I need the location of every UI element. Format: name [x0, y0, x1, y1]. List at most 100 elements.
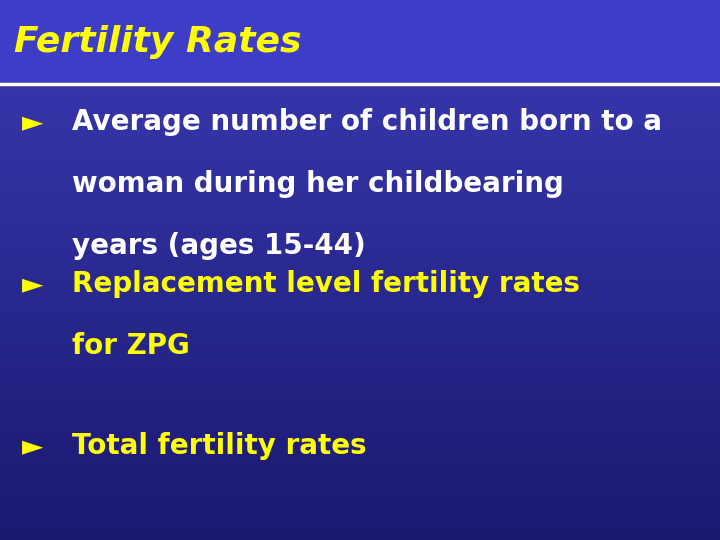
Bar [0, 163, 720, 164]
Bar [0, 436, 720, 438]
Bar [0, 510, 720, 511]
Bar [0, 106, 720, 108]
Bar [0, 485, 720, 487]
Bar [0, 367, 720, 368]
Bar [0, 475, 720, 476]
Bar [0, 208, 720, 210]
Bar [0, 336, 720, 338]
Bar [0, 421, 720, 423]
Bar [0, 517, 720, 519]
Bar [0, 136, 720, 137]
Bar [0, 365, 720, 367]
Bar [0, 251, 720, 253]
Bar [0, 344, 720, 345]
Bar [0, 342, 720, 344]
Bar [0, 478, 720, 479]
Bar [0, 0, 720, 84]
Bar [0, 294, 720, 295]
Bar [0, 123, 720, 125]
Bar [0, 488, 720, 490]
Bar [0, 373, 720, 374]
Bar [0, 114, 720, 116]
Bar [0, 414, 720, 415]
Bar [0, 526, 720, 528]
Bar [0, 482, 720, 484]
Bar [0, 268, 720, 269]
Bar [0, 536, 720, 537]
Bar [0, 253, 720, 254]
Bar [0, 409, 720, 411]
Bar [0, 249, 720, 251]
Bar [0, 187, 720, 188]
Bar [0, 499, 720, 501]
Bar [0, 529, 720, 531]
Bar [0, 465, 720, 467]
Bar [0, 383, 720, 385]
Bar [0, 111, 720, 113]
Bar [0, 304, 720, 306]
Bar [0, 280, 720, 281]
Bar [0, 335, 720, 336]
Bar [0, 298, 720, 300]
Bar [0, 184, 720, 186]
Bar [0, 146, 720, 147]
Bar [0, 423, 720, 424]
Bar [0, 239, 720, 240]
Text: years (ages 15-44): years (ages 15-44) [72, 232, 366, 260]
Bar [0, 96, 720, 97]
Bar [0, 210, 720, 212]
Bar [0, 523, 720, 525]
Bar [0, 519, 720, 520]
Bar [0, 464, 720, 465]
Bar [0, 281, 720, 283]
Bar [0, 108, 720, 110]
Bar [0, 338, 720, 339]
Bar [0, 512, 720, 514]
Bar [0, 93, 720, 94]
Bar [0, 117, 720, 119]
Bar [0, 275, 720, 277]
Bar [0, 296, 720, 298]
Bar [0, 272, 720, 274]
Bar [0, 151, 720, 152]
Bar [0, 307, 720, 309]
Bar [0, 246, 720, 248]
Bar [0, 309, 720, 310]
Bar [0, 141, 720, 143]
Bar [0, 218, 720, 219]
Bar [0, 279, 720, 280]
Bar [0, 228, 720, 230]
Bar [0, 471, 720, 473]
Bar [0, 301, 720, 303]
Bar [0, 233, 720, 234]
Bar [0, 137, 720, 138]
Bar [0, 461, 720, 462]
Bar [0, 508, 720, 510]
Bar [0, 328, 720, 330]
Bar [0, 286, 720, 287]
Bar [0, 183, 720, 184]
Bar [0, 192, 720, 193]
Bar [0, 173, 720, 175]
Bar [0, 316, 720, 318]
Bar [0, 265, 720, 266]
Bar [0, 216, 720, 218]
Bar [0, 327, 720, 328]
Bar [0, 274, 720, 275]
Bar [0, 326, 720, 327]
Bar [0, 341, 720, 342]
Bar [0, 385, 720, 387]
Bar [0, 188, 720, 190]
Bar [0, 158, 720, 160]
Bar [0, 126, 720, 128]
Bar [0, 361, 720, 362]
Bar [0, 110, 720, 111]
Bar [0, 186, 720, 187]
Bar [0, 452, 720, 453]
Bar [0, 458, 720, 460]
Bar [0, 177, 720, 178]
Bar [0, 507, 720, 508]
Bar [0, 353, 720, 354]
Bar [0, 322, 720, 324]
Bar [0, 84, 720, 85]
